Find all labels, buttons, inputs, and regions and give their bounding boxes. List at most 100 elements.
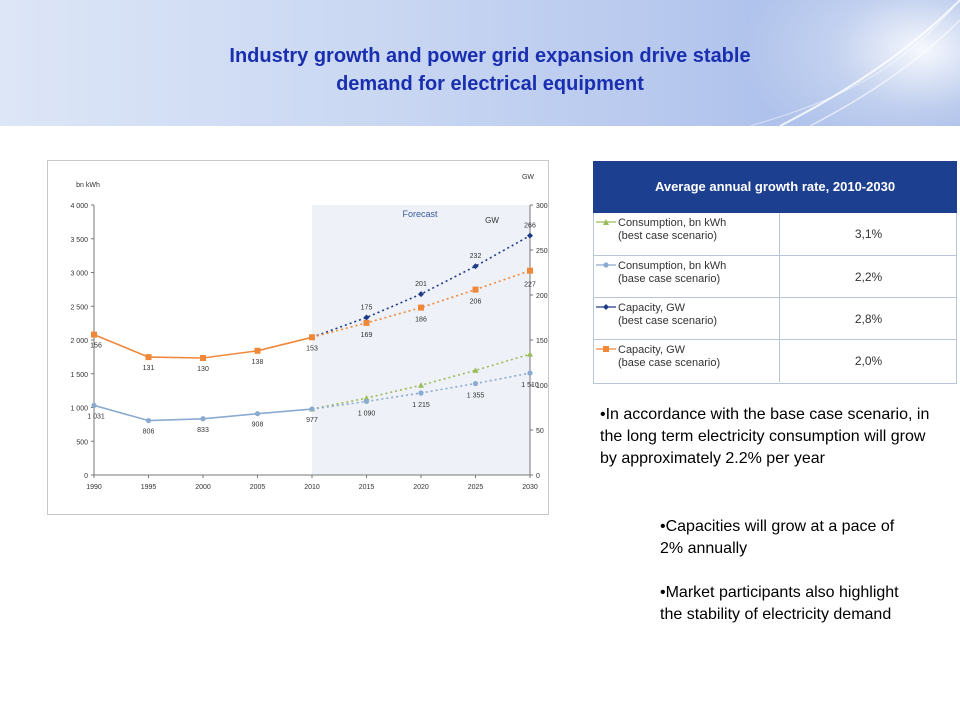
data-point [418,382,424,388]
row-label: Consumption, bn kWh (base case scenario) [618,260,768,286]
data-point [472,380,479,387]
forecast-label: Forecast [402,209,438,219]
y-right-tick-label: 200 [536,293,548,300]
row-label-line-2: (base case scenario) [618,273,721,285]
table-row: Capacity, GW (base case scenario) 2,0% [594,339,956,382]
row-value: 2,2% [779,256,957,298]
data-label: 833 [197,427,209,434]
row-label-line-1: Capacity, GW [618,344,686,356]
data-point [309,406,315,412]
data-label: 1 090 [358,410,376,417]
data-point [145,417,152,424]
row-label-line-1: Consumption, bn kWh [618,217,727,229]
row-label-line-2: (best case scenario) [618,230,718,242]
data-point [363,398,370,405]
data-point [309,334,315,341]
data-label: 169 [361,332,373,339]
bullet-1: •In accordance with the base case scenar… [600,404,930,470]
page-title: Industry growth and power grid expansion… [120,42,860,98]
data-label: 130 [197,366,209,373]
y-right-tick-label: 0 [536,473,540,480]
data-label: 977 [306,417,318,424]
chart-panel: Forecast GW bn kWh GW 0 500 1 000 1 500 2 000 2 5… [47,160,549,515]
x-tick-label: 2025 [468,484,484,491]
data-point [527,267,533,274]
y-left-tick-label: 3 500 [70,237,88,244]
row-label: Consumption, bn kWh (best case scenario) [618,217,768,243]
series-line-actual [93,333,313,359]
x-tick-label: 2000 [195,484,211,491]
y-right-tick-label: 300 [536,203,548,210]
x-tick-label: 2020 [413,484,429,491]
data-label: 806 [143,429,155,436]
legend-marker [596,219,616,225]
data-label: 153 [306,345,318,352]
row-value: 2,8% [779,298,957,340]
data-label: 186 [415,317,427,324]
table-row: Consumption, bn kWh (base case scenario) 2… [594,255,956,298]
x-tick-label: 1995 [141,484,157,491]
data-point [418,304,424,311]
y-right-tick-label: 150 [536,338,548,345]
row-label: Capacity, GW (best case scenario) [618,302,768,328]
title-line-1: Industry growth and power grid expansion… [229,45,751,67]
x-tick-label: 1990 [86,484,102,491]
data-point [418,390,424,396]
x-tick-label: 2030 [522,484,538,491]
data-label: 232 [470,253,482,260]
row-label-line-2: (base case scenario) [618,357,721,369]
y-axis-right-label: GW [522,174,534,181]
data-label: 175 [361,305,373,312]
legend-marker [596,346,616,352]
y-left-tick-label: 4 000 [70,203,88,210]
y-left-tick-label: 1 500 [70,372,88,379]
data-point [200,416,206,422]
header-decoration [749,0,960,126]
data-label: 1 215 [412,402,430,409]
row-label-line-1: Consumption, bn kWh [618,260,727,272]
data-point [472,367,479,373]
y-left-tick-label: 2 500 [70,304,88,311]
y-left-tick-label: 2 000 [70,338,88,345]
x-tick-label: 2010 [304,484,320,491]
row-value: 3,1% [779,213,957,255]
data-point [91,402,97,409]
data-point [363,319,370,326]
bullet-2-text: •Capacities will grow at a pace of 2% an… [660,518,895,557]
data-label: 206 [470,299,482,306]
data-label: 1 031 [87,413,105,420]
data-point [527,370,533,376]
y-right-tick-label: 250 [536,248,548,255]
y-left-tick-label: 3 000 [70,271,88,278]
table-body: Consumption, bn kWh (best case scenario) 3… [593,213,957,384]
data-point [363,314,370,321]
row-value: 2,0% [779,340,957,382]
data-point [472,263,479,270]
table-row: Capacity, GW (best case scenario) 2,8% [594,297,956,340]
data-label: 156 [90,343,102,350]
data-label: 1 355 [467,393,485,400]
row-label-line-2: (best case scenario) [618,315,718,327]
data-label: 131 [143,365,155,372]
row-label-line-1: Capacity, GW [618,302,686,314]
bullet-1-text: •In accordance with the base case scenar… [600,406,930,467]
data-label: 227 [524,282,536,289]
row-label: Capacity, GW (base case scenario) [618,344,768,370]
data-label: 201 [415,281,427,288]
header-glow [740,0,960,126]
data-point [254,411,261,417]
data-label: 1 510 [521,382,539,389]
data-point [200,355,206,361]
data-point [91,331,97,338]
forecast-region [312,205,530,475]
data-point [254,347,261,354]
title-line-2: demand for electrical equipment [336,73,644,95]
y-right-tick-label: 50 [536,428,544,435]
slide-header [0,0,960,126]
data-label: 908 [252,422,264,429]
table-title: Average annual growth rate, 2010-2030 [593,161,957,213]
legend-marker [596,304,616,310]
table-row: Consumption, bn kWh (best case scenario) 3… [594,213,956,255]
data-point [527,351,533,357]
y-left-tick-label: 0 [84,473,88,480]
